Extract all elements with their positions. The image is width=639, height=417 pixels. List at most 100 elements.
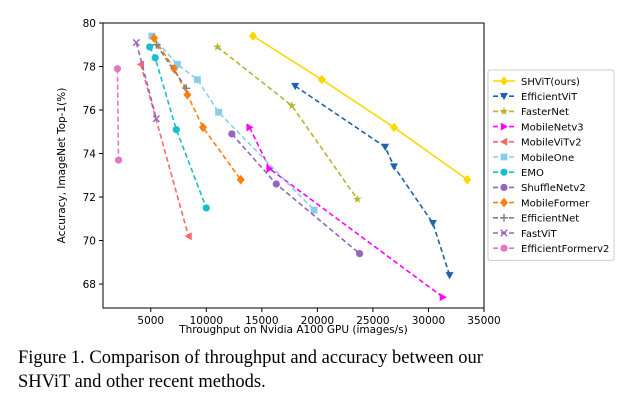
- point-emo-3: [202, 204, 210, 212]
- y-tick-label-4: 76: [83, 105, 97, 117]
- series-efficientformerv2: [113, 65, 123, 164]
- point-mobileone-4: [310, 206, 318, 214]
- legend-label-mobilevitv2: MobileViTv2: [521, 138, 582, 149]
- legend-marker-efficientnet: [500, 213, 508, 222]
- point-fastvit-1: [152, 115, 161, 123]
- series-fastvit: [132, 38, 161, 123]
- legend-marker-mobilenetv3: [500, 122, 508, 131]
- point-shvit-ours-0: [248, 31, 257, 41]
- y-tick-label-0: 68: [83, 279, 96, 291]
- y-axis-label: Accuracy, ImageNet Top-1(%): [56, 88, 68, 244]
- series-shvit-ours: [248, 31, 472, 185]
- legend-label-emo: EMO: [521, 168, 544, 179]
- legend-marker-mobilevitv2: [500, 137, 508, 146]
- legend-marker-emo: [500, 168, 508, 176]
- series-fasternet: [213, 42, 362, 203]
- series-efficientnet: [152, 40, 191, 93]
- point-fasternet-2: [353, 194, 362, 203]
- point-mobilenetv3-1: [266, 164, 274, 173]
- x-tick-label-5: 30000: [412, 315, 445, 327]
- point-efficientvit-4: [445, 272, 454, 280]
- series-line-mobilenetv3: [248, 127, 444, 298]
- x-tick-label-4: 25000: [356, 315, 389, 327]
- point-emo-2: [172, 126, 180, 134]
- series-mobileformer: [150, 33, 245, 185]
- series-line-mobilevitv2: [139, 64, 190, 237]
- point-shvit-ours-1: [317, 74, 326, 85]
- legend-marker-fasternet: [499, 107, 509, 115]
- y-tick-label-5: 78: [83, 62, 96, 74]
- chart: 5000 10000 15000 20000 25000 30000 35000 68 70 72…: [56, 18, 615, 336]
- point-mobileone-2: [194, 76, 201, 83]
- series-mobilenetv3: [246, 123, 447, 302]
- point-shufflenetv2-0: [228, 130, 236, 138]
- point-efficientvit-0: [291, 82, 300, 91]
- x-tick-label-2: 15000: [245, 315, 278, 327]
- point-fasternet-0: [213, 42, 222, 51]
- y-tick-label-6: 80: [83, 18, 96, 30]
- point-shvit-ours-2: [390, 122, 399, 133]
- series-line-fasternet: [216, 46, 359, 200]
- legend-marker-efficientformerv2: [500, 244, 508, 252]
- legend-label-efficientformerv2: EfficientFormerv2: [521, 244, 609, 255]
- legend-marker-shvit-ours: [500, 76, 508, 86]
- point-efficientvit-2: [390, 163, 399, 171]
- caption-line-2: SHViT and other recent methods.: [18, 372, 266, 392]
- legend-label-shvit-ours: SHViT(ours): [521, 77, 580, 88]
- legend-label-mobileone: MobileOne: [521, 153, 574, 164]
- point-efficientvit-1: [381, 143, 390, 152]
- point-efficientnet-1: [182, 84, 191, 93]
- point-mobileone-0: [148, 32, 156, 40]
- caption-line-1: Figure 1. Comparison of throughput and a…: [18, 348, 483, 368]
- point-emo-0: [146, 43, 154, 51]
- point-fasternet-1: [287, 101, 297, 110]
- point-shvit-ours-3: [463, 174, 472, 185]
- point-efficientformerv2-0: [113, 65, 122, 73]
- legend-box: [487, 69, 615, 261]
- series-line-shufflenetv2: [231, 133, 361, 255]
- point-efficientformerv2-1: [114, 156, 123, 164]
- x-tick-label-3: 20000: [301, 315, 334, 327]
- point-mobilevitv2-1: [184, 232, 192, 241]
- y-tick-label-3: 74: [83, 149, 97, 161]
- legend-label-efficientnet: EfficientNet: [521, 214, 579, 225]
- series-line-fastvit: [135, 42, 158, 119]
- point-mobileone-1: [174, 60, 181, 68]
- point-mobileformer-3: [198, 122, 207, 133]
- point-emo-1: [151, 54, 159, 62]
- x-tick-label-0: 5000: [137, 315, 164, 327]
- series-line-efficientnet: [155, 44, 187, 89]
- legend-label-mobileformer: MobileFormer: [521, 198, 590, 209]
- point-mobileformer-0: [150, 33, 159, 44]
- legend-label-shufflenetv2: ShuffleNetv2: [521, 183, 586, 194]
- series-mobileone: [148, 32, 318, 214]
- series-line-efficientformerv2: [116, 68, 120, 161]
- x-tick-label-1: 10000: [190, 315, 223, 327]
- series-line-emo: [148, 46, 208, 209]
- x-tick-label-6: 35000: [467, 315, 500, 327]
- legend-label-fastvit: FastViT: [521, 229, 557, 240]
- point-efficientvit-3: [428, 219, 437, 228]
- point-mobileformer-2: [183, 89, 192, 100]
- series-efficientvit: [291, 82, 454, 280]
- point-mobileformer-4: [236, 174, 245, 185]
- point-fastvit-0: [132, 38, 141, 47]
- series-emo: [146, 43, 210, 212]
- figure-caption: Figure 1. Comparison of throughput and a…: [18, 346, 628, 394]
- x-axis-label: Throughput on Nvidia A100 GPU (images/s): [178, 324, 408, 336]
- legend-label-mobilenetv3: MobileNetv3: [521, 122, 584, 133]
- legend-marker-mobileone: [500, 153, 508, 161]
- legend-marker-mobileformer: [500, 197, 508, 208]
- series-shufflenetv2: [228, 130, 364, 258]
- series-line-shvit-ours: [252, 35, 468, 181]
- legend-marker-efficientvit: [500, 93, 508, 101]
- legend-label-efficientvit: EfficientViT: [521, 92, 578, 103]
- point-efficientnet-0: [152, 40, 161, 49]
- point-shufflenetv2-1: [272, 180, 280, 188]
- series-line-mobileone: [151, 35, 315, 211]
- legend-marker-fastvit: [500, 229, 508, 237]
- legend-marker-shufflenetv2: [500, 183, 508, 191]
- chart-svg: 5000 10000 15000 20000 25000 30000 35000 68 70 72…: [56, 18, 615, 336]
- plot-frame: [102, 22, 485, 309]
- point-shufflenetv2-2: [355, 250, 364, 258]
